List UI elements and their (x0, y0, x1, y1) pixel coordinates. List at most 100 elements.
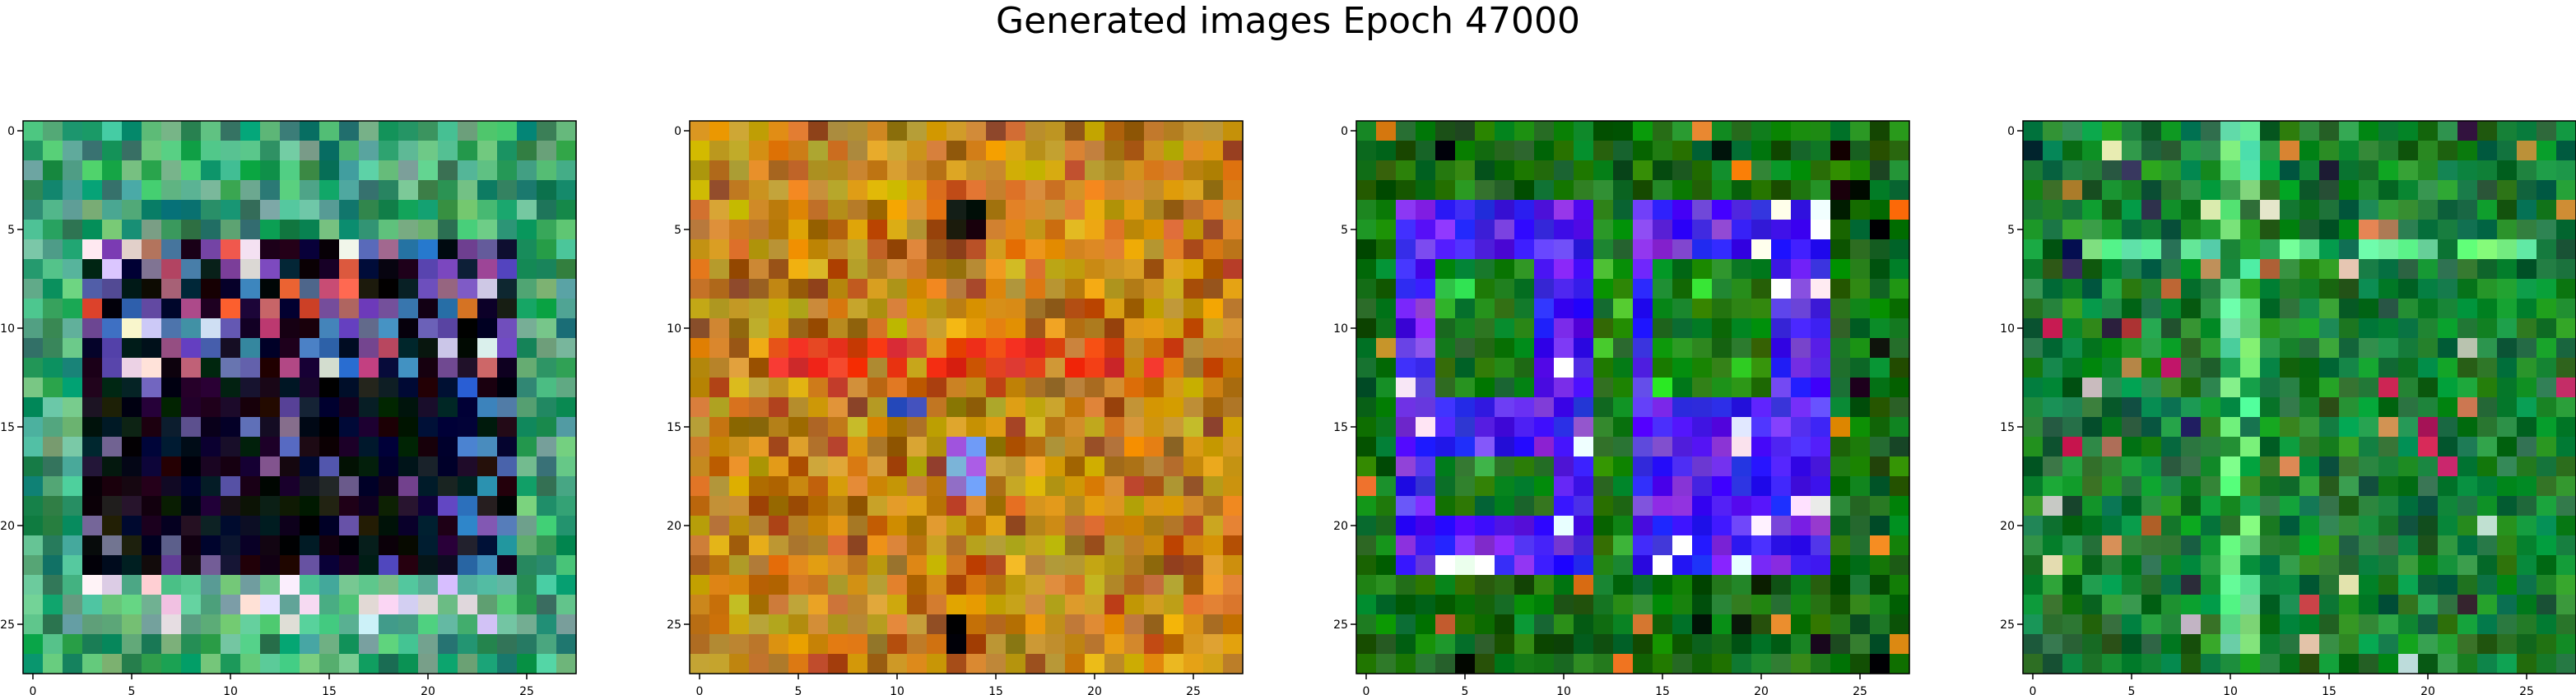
pixel-cell (1495, 555, 1515, 576)
pixel-cell (497, 575, 518, 595)
pixel-cell (2438, 279, 2458, 299)
x-tick-label: 0 (2030, 685, 2037, 695)
pixel-cell (1672, 259, 1693, 280)
pixel-cell (23, 397, 44, 418)
pixel-cell (1223, 259, 1244, 280)
pixel-cell (788, 555, 809, 576)
pixel-cell (1554, 595, 1574, 615)
pixel-cell (1475, 634, 1495, 655)
pixel-cell (359, 476, 379, 497)
pixel-cell (1514, 220, 1535, 240)
pixel-cell (729, 318, 750, 339)
pixel-cell (181, 279, 202, 299)
pixel-cell (2339, 259, 2360, 280)
pixel-cell (2280, 397, 2300, 418)
pixel-cell (1085, 535, 1105, 556)
pixel-cell (887, 121, 908, 141)
pixel-cell (201, 437, 221, 457)
pixel-cell (1416, 397, 1436, 418)
pixel-cell (2122, 437, 2142, 457)
pixel-cell (1534, 378, 1555, 398)
pixel-cell (2398, 358, 2419, 378)
pixel-cell (339, 555, 360, 576)
pixel-cell (2359, 141, 2379, 161)
pixel-cell (2082, 397, 2103, 418)
pixel-cell (43, 654, 63, 674)
pixel-cell (690, 180, 710, 201)
pixel-cell (1416, 575, 1436, 595)
pixel-cell (2378, 496, 2399, 517)
pixel-cell (1593, 180, 1614, 201)
pixel-cell (1144, 496, 1165, 517)
pixel-cell (848, 555, 868, 576)
pixel-cell (2043, 555, 2063, 576)
pixel-cell (1356, 160, 1377, 181)
pixel-cell (848, 239, 868, 260)
pixel-cell (867, 121, 888, 141)
pixel-cell (808, 180, 829, 201)
pixel-cell (1455, 614, 1476, 635)
pixel-cell (1223, 180, 1244, 201)
pixel-cell (690, 516, 710, 536)
pixel-cell (477, 456, 498, 477)
pixel-cell (418, 239, 439, 260)
pixel-cell (1534, 259, 1555, 280)
pixel-cell (2220, 535, 2241, 556)
pixel-cell (1203, 378, 1224, 398)
pixel-cell (1613, 180, 1634, 201)
pixel-cell (1435, 496, 1456, 517)
pixel-cell (1203, 496, 1224, 517)
pixel-cell (769, 417, 789, 438)
pixel-cell (709, 516, 730, 536)
pixel-cell (1811, 121, 1831, 141)
pixel-cell (43, 299, 63, 319)
pixel-cell (2477, 397, 2498, 418)
pixel-cell (1771, 555, 1792, 576)
pixel-cell (1514, 239, 1535, 260)
pixel-cell (1085, 279, 1105, 299)
pixel-cell (1416, 476, 1436, 497)
pixel-grid-1 (23, 121, 577, 674)
pixel-cell (1495, 279, 1515, 299)
pixel-cell (1376, 397, 1397, 418)
pixel-cell (2299, 121, 2320, 141)
pixel-cell (1416, 239, 1436, 260)
pixel-cell (1104, 180, 1125, 201)
pixel-cell (556, 141, 577, 161)
pixel-cell (1534, 200, 1555, 220)
pixel-cell (221, 575, 241, 595)
pixel-cell (142, 437, 162, 457)
pixel-cell (2181, 358, 2202, 378)
pixel-cell (2201, 200, 2221, 220)
pixel-cell (1164, 279, 1184, 299)
pixel-cell (828, 160, 849, 181)
pixel-cell (1890, 614, 1910, 635)
pixel-cell (1692, 180, 1713, 201)
pixel-cell (769, 535, 789, 556)
pixel-cell (2398, 180, 2419, 201)
pixel-cell (749, 654, 770, 674)
pixel-cell (1144, 259, 1165, 280)
pixel-cell (1164, 496, 1184, 517)
pixel-cell (1633, 378, 1653, 398)
pixel-cell (379, 141, 399, 161)
pixel-cell (2497, 634, 2518, 655)
pixel-cell (2280, 456, 2300, 477)
pixel-cell (2220, 299, 2241, 319)
pixel-cell (537, 378, 557, 398)
pixel-cell (1830, 338, 1851, 359)
pixel-cell (1633, 220, 1653, 240)
pixel-cell (1475, 614, 1495, 635)
pixel-cell (458, 595, 478, 615)
pixel-cell (1025, 299, 1046, 319)
pixel-cell (280, 141, 300, 161)
pixel-cell (887, 259, 908, 280)
pixel-cell (23, 239, 44, 260)
pixel-cell (2043, 654, 2063, 674)
pixel-cell (556, 654, 577, 674)
pixel-cell (221, 634, 241, 655)
pixel-cell (1811, 220, 1831, 240)
pixel-cell (1593, 121, 1614, 141)
pixel-cell (2497, 279, 2518, 299)
pixel-cell (82, 121, 103, 141)
